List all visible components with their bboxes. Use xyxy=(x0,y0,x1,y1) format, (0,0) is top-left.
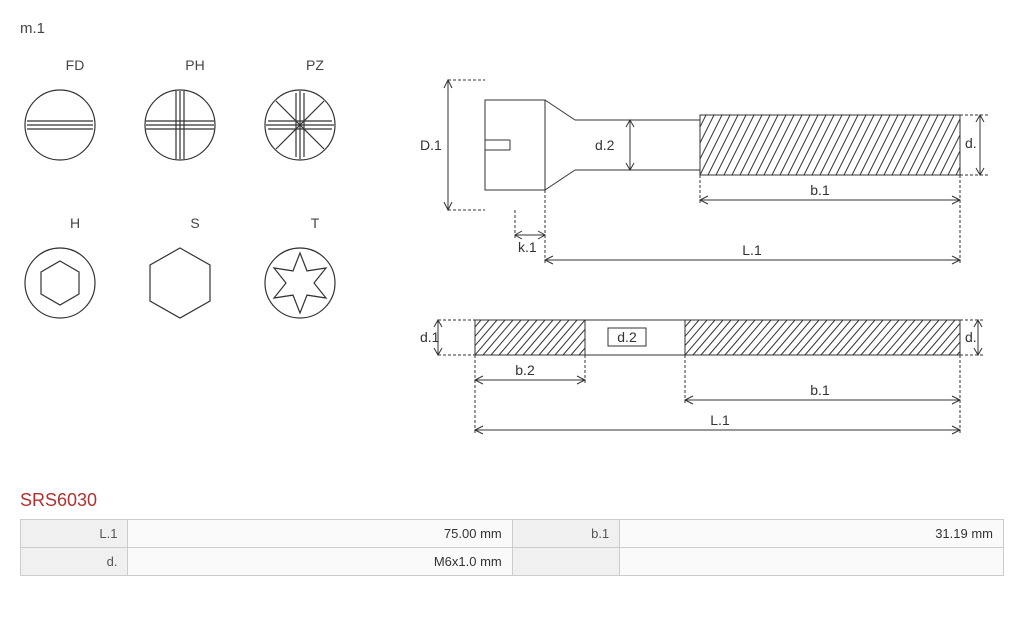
spec-key-0: L.1 xyxy=(21,520,128,548)
spec-key-2: d. xyxy=(21,548,128,576)
spec-key-1: b.1 xyxy=(512,520,619,548)
spec-val-2: M6x1.0 mm xyxy=(128,548,512,576)
drive-pz: PZ xyxy=(260,57,370,165)
section-label: m.1 xyxy=(20,20,380,37)
drive-label: FD xyxy=(20,57,130,73)
spec-table: L.1 75.00 mm b.1 31.19 mm d. M6x1.0 mm xyxy=(20,519,1004,576)
dim-label-L1-top: L.1 xyxy=(742,242,762,258)
drive-fd: FD xyxy=(20,57,130,165)
drive-label: PH xyxy=(140,57,250,73)
spec-val-0: 75.00 mm xyxy=(128,520,512,548)
spec-val-1: 31.19 mm xyxy=(620,520,1004,548)
dim-label-b1-bot: b.1 xyxy=(810,382,830,398)
drive-ph: PH xyxy=(140,57,250,165)
dim-label-L1-bot: L.1 xyxy=(710,412,730,428)
drive-label: T xyxy=(260,215,370,231)
drive-t: T xyxy=(260,215,370,323)
part-number: SRS6030 xyxy=(20,490,1004,511)
dim-label-b2: b.2 xyxy=(515,362,535,378)
dim-label-d-top: d. xyxy=(965,135,977,151)
dim-label-d2-bot2: d.2 xyxy=(617,329,637,345)
drive-label: S xyxy=(140,215,250,231)
dim-label-b1-top: b.1 xyxy=(810,182,830,198)
dim-label-k1: k.1 xyxy=(518,239,537,255)
drive-label: PZ xyxy=(260,57,370,73)
dim-label-d2-top: d.2 xyxy=(595,137,615,153)
dim-label-D1: D.1 xyxy=(420,137,442,153)
dim-label-d-bot: d. xyxy=(965,329,977,345)
drive-s: S xyxy=(140,215,250,323)
screw-diagrams: D.1 d.2 xyxy=(420,20,1004,440)
dim-label-d1: d.1 xyxy=(420,329,440,345)
spec-section: SRS6030 L.1 75.00 mm b.1 31.19 mm d. M6x… xyxy=(20,490,1004,576)
drive-h: H xyxy=(20,215,130,323)
drive-label: H xyxy=(20,215,130,231)
drive-types-panel: m.1 FD PH PZ HST xyxy=(20,20,380,440)
